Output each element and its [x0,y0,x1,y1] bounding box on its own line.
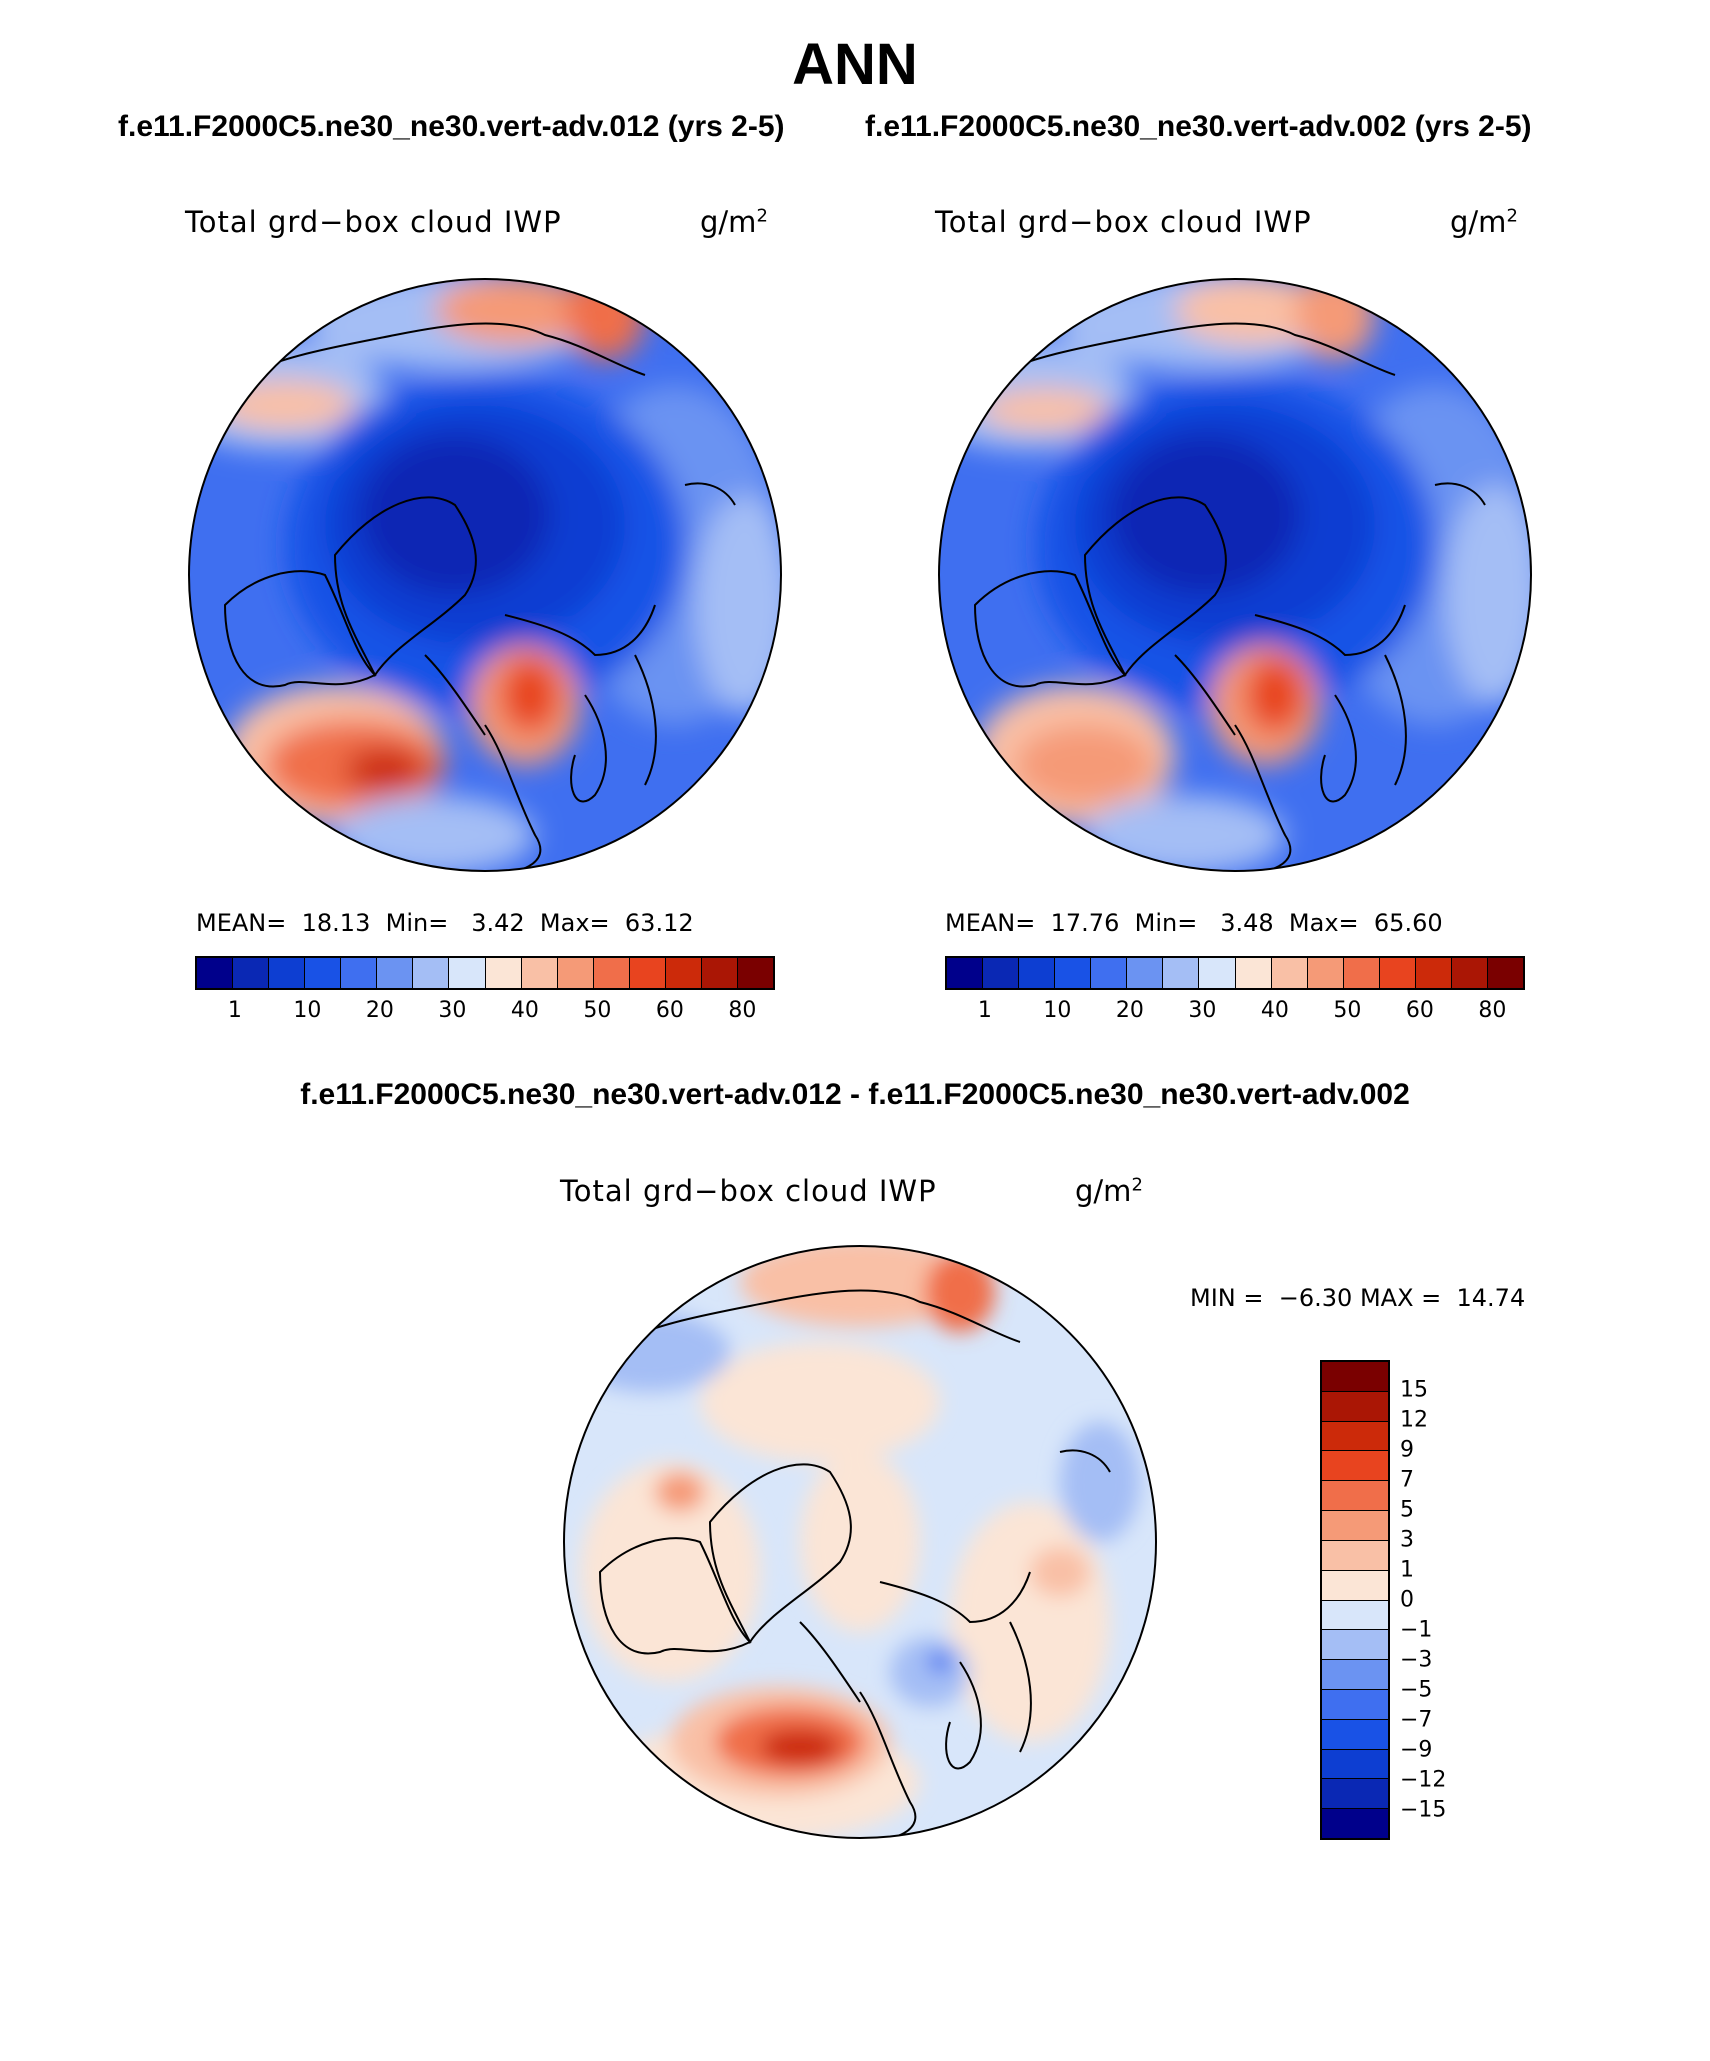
panel1-colorbar-swatch [557,958,594,988]
panel1-colorbar-swatch [593,958,630,988]
panel1-colorbar-tick-label: 10 [293,998,322,1023]
panel2-colorbar-swatch [1055,958,1092,988]
diff-colorbar-swatch [1322,1689,1388,1720]
panel1-colorbar-tick-label: 80 [728,998,757,1023]
panel1-colorbar-swatch [629,958,666,988]
panel2-colorbar-tick-label: 40 [1260,998,1289,1023]
panel2-colorbar-swatch [1343,958,1380,988]
diff-colorbar-swatch [1322,1481,1388,1512]
panel1-colorbar-swatch [485,958,522,988]
page-title: ANN [792,32,918,97]
panel2-colorbar-swatch [1019,958,1056,988]
panel1-colorbar-swatch [665,958,702,988]
diff-colorbar-swatch [1322,1749,1388,1780]
diff-colorbar-tick-label: 7 [1400,1467,1414,1493]
panel2-colorbar-swatch [1307,958,1344,988]
panel1-colorbar-swatch [233,958,270,988]
diff-colorbar-tick-label: 15 [1400,1377,1428,1403]
panel1-colorbar-swatch [305,958,342,988]
diff-colorbar-swatch [1322,1600,1388,1631]
diff-colorbar-tick-label: −12 [1400,1767,1447,1793]
panel2-colorbar-swatch [1415,958,1452,988]
panel2-colorbar-swatch [1199,958,1236,988]
diff-colorbar-swatch [1322,1540,1388,1571]
diff-stats: MIN = −6.30 MAX = 14.74 [1190,1284,1526,1312]
panel1-polar-map [185,275,785,875]
diff-colorbar-tick-label: 9 [1400,1437,1414,1463]
panel1-variable-label: Total grd−box cloud IWP [185,205,562,239]
panel1-colorbar-swatch [341,958,378,988]
panel2-colorbar-swatch [1271,958,1308,988]
panel2-colorbar-swatch [947,958,984,988]
panel2-colorbar-swatch [983,958,1020,988]
panel1-units-label: g/m2 [700,205,768,239]
panel2-colorbar-tick-label: 1 [977,998,992,1023]
panel1-colorbar-swatch [701,958,738,988]
panel1-colorbar [195,956,775,990]
panel1-colorbar-swatch [197,958,234,988]
diff-colorbar-tick-label: 0 [1400,1587,1414,1613]
panel1-colorbar-tick-label: 60 [655,998,684,1023]
panel2-polar-map [935,275,1535,875]
panel2-colorbar-tick-label: 10 [1043,998,1072,1023]
diff-colorbar-swatch [1322,1660,1388,1690]
diff-colorbar-tick-label: 12 [1400,1407,1428,1433]
diff-colorbar-tick-label: −9 [1400,1737,1433,1763]
panel1-colorbar-swatch [377,958,414,988]
diff-colorbar-swatch [1322,1719,1388,1750]
panel2-units-label: g/m2 [1450,205,1518,239]
diff-colorbar [1320,1360,1390,1840]
diff-colorbar-tick-label: −5 [1400,1677,1433,1703]
panel2-colorbar-tick-label: 20 [1115,998,1144,1023]
panel2-colorbar-swatch [1127,958,1164,988]
diff-colorbar-tick-label: 5 [1400,1497,1414,1523]
diff-colorbar-tick-label: 3 [1400,1527,1414,1553]
panel1-colorbar-tick-label: 1 [227,998,242,1023]
panel2-colorbar-tick-label: 30 [1188,998,1217,1023]
diff-colorbar-swatch [1322,1570,1388,1601]
panel2-colorbar-swatch [1163,958,1200,988]
case-title-right: f.e11.F2000C5.ne30_ne30.vert-adv.002 (yr… [865,110,1532,143]
panel2-colorbar-swatch [1379,958,1416,988]
panel2-stats: MEAN= 17.76 Min= 3.48 Max= 65.60 [945,909,1443,937]
difference-title: f.e11.F2000C5.ne30_ne30.vert-adv.012 - f… [300,1078,1410,1111]
diff-colorbar-swatch [1322,1421,1388,1452]
panel1-colorbar-tick-label: 50 [583,998,612,1023]
panel1-colorbar-tick-label: 40 [510,998,539,1023]
panel1-colorbar-tick-label: 20 [365,998,394,1023]
panel1-colorbar-swatch [269,958,306,988]
diff-colorbar-swatch [1322,1362,1388,1392]
panel2-variable-label: Total grd−box cloud IWP [935,205,1312,239]
panel1-colorbar-tick-label: 30 [438,998,467,1023]
diff-units-label: g/m2 [1075,1174,1143,1208]
diff-colorbar-tick-label: −7 [1400,1707,1433,1733]
panel2-colorbar-tick-label: 50 [1333,998,1362,1023]
panel1-colorbar-swatch [449,958,486,988]
panel1-colorbar-swatch [413,958,450,988]
diff-colorbar-tick-label: −15 [1400,1797,1447,1823]
diff-colorbar-swatch [1322,1630,1388,1661]
panel2-colorbar-swatch [1451,958,1488,988]
panel2-colorbar-swatch [1091,958,1128,988]
diff-colorbar-swatch [1322,1779,1388,1810]
panel2-colorbar-tick-label: 60 [1405,998,1434,1023]
panel1-stats: MEAN= 18.13 Min= 3.42 Max= 63.12 [196,909,694,937]
panel2-colorbar-tick-label: 80 [1478,998,1507,1023]
diff-colorbar-tick-label: 1 [1400,1557,1414,1583]
diff-polar-map [560,1242,1160,1842]
diff-colorbar-tick-label: −3 [1400,1647,1433,1673]
diff-colorbar-swatch [1322,1511,1388,1541]
panel1-colorbar-swatch [521,958,558,988]
panel2-colorbar-swatch [1235,958,1272,988]
panel2-colorbar-swatch [1487,958,1523,988]
diff-colorbar-tick-label: −1 [1400,1617,1433,1643]
diff-variable-label: Total grd−box cloud IWP [560,1174,937,1208]
diff-colorbar-swatch [1322,1809,1388,1838]
case-title-left: f.e11.F2000C5.ne30_ne30.vert-adv.012 (yr… [118,110,785,143]
diff-colorbar-swatch [1322,1451,1388,1482]
panel2-colorbar [945,956,1525,990]
panel1-colorbar-swatch [737,958,773,988]
diff-colorbar-swatch [1322,1391,1388,1422]
